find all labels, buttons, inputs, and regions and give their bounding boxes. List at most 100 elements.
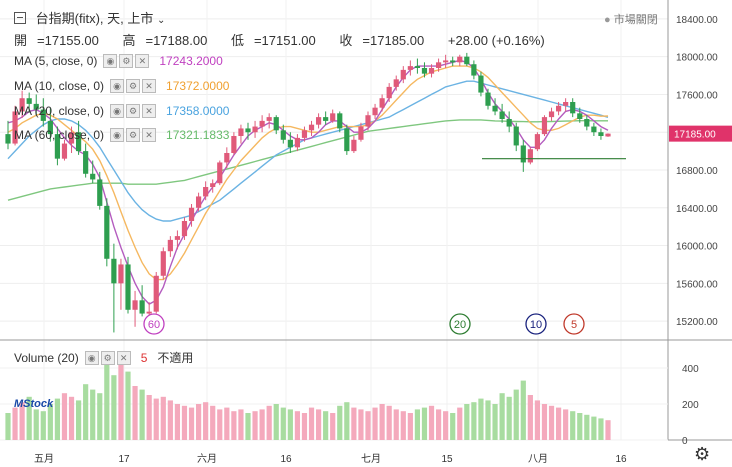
change-value: +28.00 (+0.16%) — [447, 33, 545, 48]
candle-body — [421, 68, 428, 74]
candle-body — [563, 102, 569, 106]
gear-icon[interactable]: ⚙ — [119, 54, 134, 68]
close-label: 收 — [339, 33, 353, 48]
candle-body — [195, 196, 202, 208]
volume-header[interactable]: Volume (20) ◉ ⚙ ✕ 5 不適用 — [14, 349, 193, 366]
gear-icon[interactable]: ⚙ — [126, 128, 141, 142]
candle-body — [386, 86, 392, 99]
candle-body — [5, 134, 11, 144]
high-value: =17188.00 — [145, 33, 208, 48]
volume-bar — [534, 400, 541, 440]
candle-body — [181, 221, 188, 237]
chevron-down-icon[interactable]: ⌄ — [157, 15, 166, 26]
volume-bar — [464, 404, 470, 440]
eye-icon[interactable]: ◉ — [84, 350, 99, 365]
gear-icon[interactable]: ⚙ — [694, 444, 711, 464]
candle-body — [443, 60, 449, 63]
volume-bar — [160, 396, 166, 440]
ma-row-20[interactable]: MA (20, close, 0) ◉ ⚙ ✕ 17358.0000 — [14, 104, 229, 118]
eye-icon[interactable]: ◉ — [110, 128, 125, 142]
candle-body — [97, 179, 103, 206]
close-icon[interactable]: ✕ — [142, 128, 157, 142]
eye-icon[interactable]: ◉ — [103, 54, 118, 68]
volume-bar — [541, 404, 548, 440]
close-icon[interactable]: ✕ — [135, 54, 150, 68]
ma-row-5[interactable]: MA (5, close, 0) ◉ ⚙ ✕ 17243.2000 — [14, 54, 223, 68]
candle-body — [231, 136, 237, 153]
ma-marker-circle — [449, 313, 471, 335]
ma-marker-label: 20 — [454, 319, 466, 331]
gear-icon[interactable]: ⚙ — [126, 104, 141, 118]
candle-body — [33, 103, 39, 110]
minus-box-icon[interactable] — [14, 12, 26, 24]
ohlc-row: 開 =17155.00 高 =17188.00 低 =17151.00 收 =17185… — [14, 30, 555, 49]
ma-value: 17372.0000 — [166, 79, 230, 93]
candle-body — [273, 117, 279, 131]
volume-bar — [153, 398, 159, 440]
gear-icon[interactable]: ⚙ — [126, 79, 141, 93]
candle-body — [351, 139, 357, 152]
volume-bar — [457, 407, 463, 440]
candle-body — [379, 98, 385, 108]
gear-icon[interactable]: ⚙ — [100, 350, 115, 365]
volume-bar — [372, 407, 378, 440]
candle-body — [358, 126, 364, 140]
volume-bar — [450, 413, 456, 440]
candle-body — [19, 98, 25, 112]
close-icon[interactable]: ✕ — [116, 350, 131, 365]
volume-bar — [266, 405, 272, 440]
volume-bar — [273, 404, 279, 440]
eye-icon[interactable]: ◉ — [110, 104, 125, 118]
volume-bar — [181, 405, 188, 440]
volume-bar — [577, 413, 583, 440]
candle-body — [54, 134, 61, 159]
volume-bar — [174, 404, 181, 440]
candle-body — [308, 124, 315, 131]
volume-bar — [40, 411, 46, 440]
ma-label: MA (20, close, 0) — [14, 104, 105, 118]
low-label: 低 — [230, 33, 244, 48]
candle-body — [407, 66, 413, 70]
candle-body — [584, 119, 590, 127]
volume-bar — [231, 411, 237, 440]
candle-body — [323, 117, 329, 121]
volume-bar — [499, 393, 505, 440]
ma-row-60[interactable]: MA (60, close, 0) ◉ ⚙ ✕ 17321.1833 — [14, 128, 229, 142]
volume-tick-label: 400 — [682, 364, 699, 375]
volume-bar — [294, 411, 301, 440]
volume-bar — [68, 396, 75, 440]
candle-body — [125, 264, 131, 310]
candle-body — [450, 60, 456, 63]
volume-bar — [435, 409, 442, 440]
time-tick-label: 16 — [280, 454, 292, 465]
candle-body — [513, 126, 519, 146]
volume-bar — [12, 407, 18, 440]
volume-bar — [5, 413, 11, 440]
volume-bar — [591, 416, 597, 440]
close-icon[interactable]: ✕ — [142, 104, 157, 118]
ma-row-10[interactable]: MA (10, close, 0) ◉ ⚙ ✕ 17372.0000 — [14, 79, 229, 93]
candle-body — [315, 117, 322, 125]
price-tick-label: 18400.00 — [676, 15, 718, 26]
volume-bar — [414, 409, 421, 440]
candle-body — [245, 128, 251, 133]
candle-body — [570, 102, 576, 114]
volume-bar — [323, 411, 329, 440]
open-value: =17155.00 — [37, 33, 99, 48]
volume-bar — [337, 405, 343, 440]
eye-icon[interactable]: ◉ — [110, 79, 125, 93]
volume-bar — [315, 409, 322, 440]
close-icon[interactable]: ✕ — [142, 79, 157, 93]
candle-body — [485, 92, 491, 106]
price-tick-label: 17600.00 — [676, 90, 718, 101]
price-tick-label: 15600.00 — [676, 279, 718, 290]
volume-bar — [132, 386, 138, 440]
volume-bar — [188, 407, 195, 440]
candle-body — [365, 115, 371, 127]
symbol-name[interactable]: 台指期(fitx) — [35, 11, 100, 26]
candle-body — [12, 111, 18, 144]
candle-body — [555, 105, 562, 112]
candle-body — [238, 128, 244, 136]
volume-bar — [527, 395, 533, 440]
